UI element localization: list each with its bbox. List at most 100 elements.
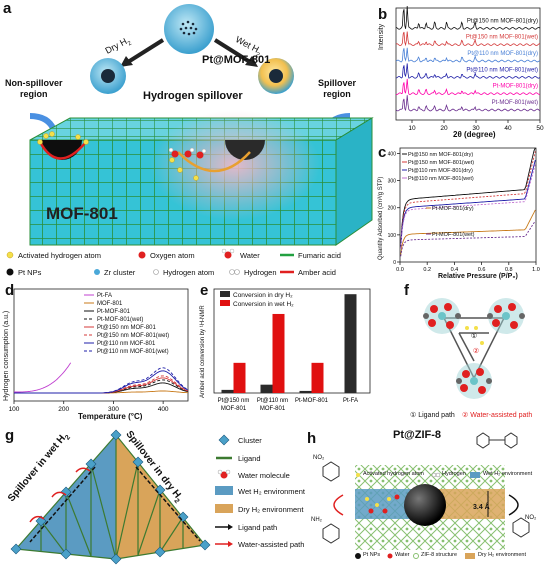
spillover-label: Spillover region xyxy=(318,78,357,99)
panel-e-category-label2-1: MOF-801 xyxy=(260,406,286,412)
panel-d-ylabel: Hydrogen consumption (a.u.) xyxy=(3,310,10,401)
panel-label-f: f xyxy=(404,282,409,299)
panel-e-bar-3-0 xyxy=(344,294,357,393)
panel-d-legend-2: Pt-MOF-801 xyxy=(97,309,131,315)
cluster-icon xyxy=(218,434,230,446)
panel-c: 0.0 0.2 0.4 0.6 0.8 1.0 0 100 200 300 400 Pt@150 nm… xyxy=(378,140,545,285)
panel-d-xtick-label-1: 200 xyxy=(58,406,69,413)
hydrogen-spillover-label: Hydrogen spillover xyxy=(143,90,243,102)
panel-label-d: d xyxy=(5,282,15,299)
panel-b-series-5 xyxy=(395,5,541,30)
panel-d-xtick-label-3: 400 xyxy=(158,406,169,413)
legend-pt-nps: Pt NPs xyxy=(18,268,42,277)
panel-c-ytick-label-1: 100 xyxy=(388,233,397,239)
panel-e-category-label-2: Pt-MOF-801 xyxy=(295,398,329,404)
panel-e-category-label2-0: MOF-801 xyxy=(221,406,247,412)
panel-d-xtick-label-2: 300 xyxy=(108,406,119,413)
panel-c-ytick-label-0: 0 xyxy=(393,260,396,266)
panel-e-legend-swatch-1 xyxy=(220,300,230,306)
legend-wet-env: Wet H₂ environment xyxy=(238,487,305,496)
panel-e: Pt@150 nm MOF-801 Pt@110 nm MOF-801 Pt-MOF-8… xyxy=(198,283,376,425)
panel-c-xtick-label-3: 0.6 xyxy=(478,267,486,273)
panel-c-series-2 xyxy=(400,159,536,248)
panel-b: 10 20 30 40 50 Pt-MOF-801(wet) Pt-MOF-801(dry)… xyxy=(378,0,545,142)
panel-c-series-4 xyxy=(400,209,536,255)
panel-e-category-label-0: Pt@150 nm xyxy=(218,398,250,404)
panel-d-series-5 xyxy=(14,375,189,394)
panel-d-series-6 xyxy=(14,370,189,394)
dry-env-icon xyxy=(465,553,475,559)
panel-g-pyramid xyxy=(10,429,233,565)
panel-c-ytick-label-3: 300 xyxy=(388,179,397,185)
panel-e-legend-0: Conversion in dry H₂ xyxy=(233,292,293,299)
water-icon xyxy=(217,469,231,479)
ligand-path-legend: ① Ligand path xyxy=(410,412,455,419)
black-dot xyxy=(6,268,14,276)
panel-d-legend-1: MOF-801 xyxy=(97,301,123,307)
panel-label-b: b xyxy=(378,6,388,23)
panel-e-legend-swatch-0 xyxy=(220,291,230,297)
activated-h-dot xyxy=(6,251,14,259)
panel-d-chart: 100 200 300 400 Pt-FA MOF-801 Pt-MOF-801 Pt-MOF… xyxy=(9,288,189,413)
panel-d-xtick-label-0: 100 xyxy=(9,406,20,413)
panel-c-xtick-label-4: 0.8 xyxy=(505,267,513,273)
panel-d-series-2 xyxy=(14,382,189,394)
panel-a: Pt@MOF-801 Dry H2 Wet H2 Hydrogen spillo… xyxy=(0,0,378,280)
legend-activated-h-h: Activated hydrogen atom xyxy=(363,471,424,477)
panel-e-bar-1-0 xyxy=(260,384,273,393)
panel-c-ytick-label-4: 400 xyxy=(388,151,397,157)
panel-c-xtick-label-5: 1.0 xyxy=(532,267,540,273)
dry-arrow xyxy=(126,38,165,64)
panel-f-structure: ① ② xyxy=(423,298,525,399)
panel-h: Pt@ZIF-8 NO₂ NH₂ NO₂ 3.4 Å Activated hyd… xyxy=(305,427,545,565)
panel-d-legend-5: Pt@150 nm MOF-801(wet) xyxy=(97,333,169,339)
panel-b-xtick-label-2: 30 xyxy=(472,125,480,132)
panel-b-series-label-5: Pt@150 nm MOF-801(dry) xyxy=(467,18,538,24)
panel-d-frame xyxy=(13,288,189,402)
panel-b-xtick-label-4: 50 xyxy=(536,125,544,132)
water-path-arrow xyxy=(215,541,233,547)
legend-oxygen: Oxygen atom xyxy=(150,251,195,260)
legend-fumaric-acid: Fumaric acid xyxy=(298,251,341,260)
no2-right-label: NO₂ xyxy=(525,515,537,521)
panel-b-series-label-2: Pt@110 nm MOF-801(wet) xyxy=(466,67,538,73)
panel-d-series-7 xyxy=(14,367,189,394)
pt-mof-sphere-top xyxy=(164,4,214,54)
panel-b-series-2 xyxy=(395,63,541,79)
legend-pt-nps-h: Pt NPs xyxy=(363,552,381,558)
legend-hydrogen-atom: Hydrogen atom xyxy=(163,268,215,277)
panel-c-legend-1: Pt@150 nm MOF-801(wet) xyxy=(408,160,474,166)
legend-dry-env-h: Dry H₂ environment xyxy=(478,552,526,558)
panel-b-xtick-label-3: 40 xyxy=(504,125,512,132)
nh2-left-label: NH₂ xyxy=(311,517,322,523)
legend-hydrogen-h: Hydrogen xyxy=(442,471,466,477)
panel-b-series-label-1: Pt-MOF-801(dry) xyxy=(493,84,538,90)
panel-label-a: a xyxy=(3,0,12,17)
zr-cluster-left xyxy=(423,298,461,334)
h2-molecule xyxy=(229,269,240,275)
pt-nanoparticle xyxy=(404,484,446,526)
panel-e-bar-0-0 xyxy=(221,389,234,393)
wet-env-swatch xyxy=(215,486,233,495)
panel-b-xlabel: 2θ (degree) xyxy=(453,130,496,139)
zif-structure-icon xyxy=(413,553,419,559)
panel-c-series-0 xyxy=(400,147,536,246)
zr-dot xyxy=(94,269,100,275)
panel-d-series-0 xyxy=(14,362,72,393)
legend-zr-cluster: Zr cluster xyxy=(104,268,136,277)
panel-label-h: h xyxy=(307,430,317,447)
legend-zif-structure: ZIF-8 structure xyxy=(421,552,458,558)
legend-hydrogen: Hydrogen xyxy=(244,268,277,277)
non-spillover-label: Non-spillover region xyxy=(5,78,63,99)
panel-d-legend-0: Pt-FA xyxy=(97,293,112,299)
panel-label-e: e xyxy=(200,282,209,299)
zr-cluster-right xyxy=(487,298,525,334)
panel-c-chart: 0.0 0.2 0.4 0.6 0.8 1.0 0 100 200 300 400 Pt@150 nm… xyxy=(388,147,540,273)
panel-c-legend-3: Pt@110 nm MOF-801(wet) xyxy=(408,176,474,182)
nitro-molecule-left xyxy=(322,461,340,544)
pore-size-label: 3.4 Å xyxy=(473,504,490,511)
water-path-marker: ② xyxy=(473,347,479,355)
panel-b-xtick-label-1: 20 xyxy=(440,125,448,132)
panel-b-ylabel: Intensity xyxy=(378,23,385,50)
panel-b-series-label-4: Pt@150 nm MOF-801(wet) xyxy=(466,35,538,41)
